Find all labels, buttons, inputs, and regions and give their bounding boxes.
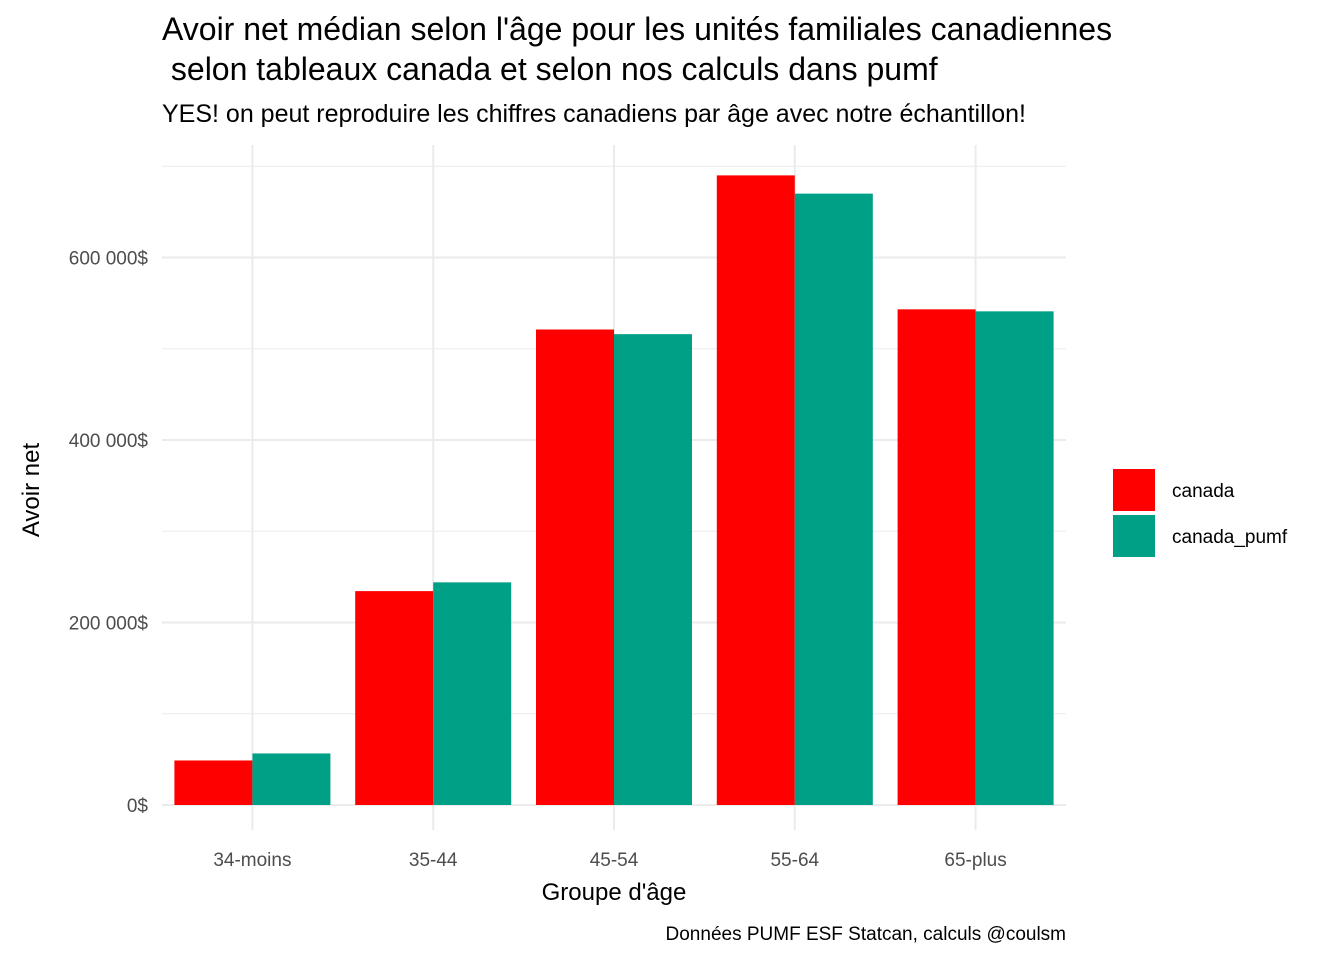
y-tick-label: 600 000$ <box>69 249 149 270</box>
x-tick-label: 34-moins <box>213 850 291 871</box>
y-axis-title: Avoir net <box>18 443 45 538</box>
x-tick-label: 45-54 <box>590 850 639 871</box>
bar-canada-34-moins <box>174 760 253 805</box>
y-axis-ticks: 0$ 200 000$ 400 000$ 600 000$ <box>69 249 149 818</box>
bar-canada_pumf-45-54 <box>614 334 692 805</box>
bars <box>174 175 1054 805</box>
bar-canada_pumf-65-plus <box>975 311 1054 805</box>
legend-key-canada <box>1113 469 1155 511</box>
x-axis-ticks: 34-moins 35-44 45-54 55-64 65-plus <box>213 850 1006 871</box>
x-tick-label: 35-44 <box>409 850 458 871</box>
bar-canada-55-64 <box>716 175 795 805</box>
chart-subtitle: YES! on peut reproduire les chiffres can… <box>162 100 1026 128</box>
bar-canada_pumf-34-moins <box>252 753 331 805</box>
x-tick-label: 55-64 <box>770 850 819 871</box>
bar-canada-35-44 <box>355 591 434 805</box>
bar-canada_pumf-35-44 <box>433 582 512 805</box>
legend-label-canada: canada <box>1172 481 1235 502</box>
bar-canada_pumf-55-64 <box>794 193 873 805</box>
y-tick-label: 200 000$ <box>69 614 149 635</box>
bar-canada-65-plus <box>897 309 976 805</box>
y-tick-label: 0$ <box>127 796 149 817</box>
bar-canada-45-54 <box>536 329 614 805</box>
legend-label-canada_pumf: canada_pumf <box>1172 527 1288 548</box>
legend: canada canada_pumf <box>1113 469 1288 557</box>
x-tick-label: 65-plus <box>944 850 1006 871</box>
y-tick-label: 400 000$ <box>69 431 149 452</box>
x-axis-title: Groupe d'âge <box>542 879 687 906</box>
legend-key-canada_pumf <box>1113 515 1155 557</box>
chart-caption: Données PUMF ESF Statcan, calculs @couls… <box>666 924 1066 945</box>
chart-title-line1: Avoir net médian selon l'âge pour les un… <box>162 11 1112 47</box>
chart-title-line2: selon tableaux canada et selon nos calcu… <box>162 51 938 87</box>
